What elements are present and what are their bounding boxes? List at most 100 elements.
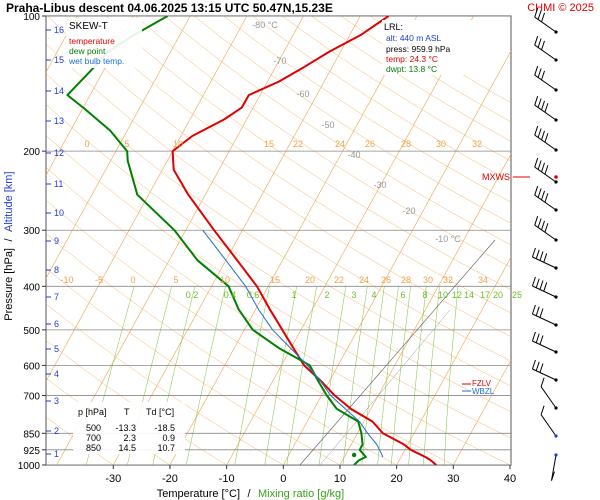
wind-barb-feather	[537, 68, 542, 78]
adiabat-label-upper: 10	[173, 139, 183, 149]
dry-adiabat-line	[46, 103, 511, 413]
dry-adiabat-line	[164, 16, 511, 246]
wind-barb-feather	[540, 377, 545, 387]
altitude-tick-label: 16	[54, 25, 64, 35]
wind-barb-feather	[534, 185, 539, 196]
wind-barb-feather	[537, 188, 542, 198]
wind-barb-feather	[534, 7, 539, 18]
table-row-1-t: -13.3	[115, 423, 136, 433]
wind-barb	[550, 453, 558, 481]
wind-barb-feather	[534, 157, 539, 168]
wind-barb-staff	[532, 256, 557, 269]
wind-barb-feather	[540, 405, 545, 415]
mixing-ratio-label: 10	[438, 290, 448, 300]
series-line-dew-point	[66, 16, 367, 465]
wind-barb-dot	[554, 323, 558, 327]
mixing-ratio-label: 12	[452, 290, 462, 300]
overlay-layer: 1002003004005006007008509251000123456789…	[18, 12, 522, 485]
mixing-ratio-line	[342, 286, 368, 465]
wind-barb-dot	[554, 208, 558, 212]
wind-barb-staff	[534, 224, 557, 241]
altitude-tick-label: 13	[54, 116, 64, 126]
wind-barb-feather	[541, 190, 545, 201]
adiabat-label-upper: 5	[124, 139, 129, 149]
dewpoint-surface-dot	[351, 452, 357, 458]
wind-barb	[534, 185, 558, 212]
wind-barb-feather	[544, 165, 549, 175]
wind-barb-dot	[554, 148, 558, 152]
pressure-tick-label: 300	[23, 226, 40, 237]
y-axis-title-group: Pressure [hPa] / Altitude [km]	[3, 171, 15, 320]
wind-barb	[534, 125, 558, 152]
wind-barb	[534, 95, 558, 122]
adiabat-label-lower: 10	[220, 275, 230, 285]
wind-barb-feather	[539, 335, 544, 345]
altitude-tick-label: 6	[54, 319, 59, 329]
table-header-t: T	[124, 407, 130, 417]
dry-adiabat-line	[106, 16, 511, 291]
adiabat-label-lower: 32	[443, 275, 453, 285]
adiabat-label-lower: 26	[381, 275, 391, 285]
wind-barb	[531, 331, 558, 354]
mixing-ratio-label: 0.6	[247, 290, 260, 300]
lrl-altitude: alt: 440 m ASL	[386, 33, 442, 43]
mixing-ratio-line	[443, 286, 459, 465]
wind-barb-feather	[544, 193, 549, 203]
mixing-ratio-line	[423, 286, 440, 465]
adiabat-label-lower: 28	[401, 275, 411, 285]
altitude-tick-label: 10	[54, 208, 64, 218]
dry-adiabat-line	[46, 73, 511, 387]
adiabat-label-upper: 32	[472, 139, 482, 149]
dry-adiabat-line	[194, 16, 511, 224]
altitude-tick-label: 14	[54, 86, 64, 96]
mixing-ratio-line	[264, 286, 297, 465]
pressure-tick-label: 400	[23, 282, 40, 293]
isotherm-label: -50	[321, 120, 334, 130]
adiabat-label-lower: 34	[478, 275, 488, 285]
wind-barb-dot	[554, 118, 558, 122]
level-table: p [hPa] T Td [°C] 500 -13.3 -18.5 700 2.…	[73, 402, 185, 454]
mixing-ratio-label: 20	[493, 290, 503, 300]
adiabat-label-lower: 15	[270, 275, 280, 285]
reference-line	[299, 239, 496, 465]
mixing-ratio-line	[286, 286, 317, 465]
isotherm-line	[396, 256, 511, 465]
mxws-dot	[554, 175, 558, 179]
x-tick-label: 30	[447, 473, 459, 485]
altitude-tick-label: 1	[54, 449, 59, 459]
wind-barb-feather	[551, 471, 555, 481]
table-header-p: p [hPa]	[78, 407, 107, 417]
wind-barb-feather	[534, 65, 539, 76]
altitude-tick-label: 3	[54, 396, 59, 406]
adiabat-label-lower: 22	[334, 275, 344, 285]
wind-barb-dot	[554, 453, 558, 457]
pressure-tick-label: 500	[23, 326, 40, 337]
wind-barb	[534, 215, 558, 242]
series-line-wet-bulb-temp	[202, 229, 384, 458]
adiabat-label-lower: 30	[423, 275, 433, 285]
adiabat-label-lower: 20	[305, 275, 315, 285]
chart-title: Praha-Libus descent 04.06.2025 13:15 UTC…	[6, 1, 333, 15]
table-row-3-td: 10.7	[157, 443, 175, 453]
wind-barb-feather	[537, 128, 542, 138]
wind-barb	[531, 247, 558, 270]
x-tick-label: 20	[391, 473, 403, 485]
altitude-tick-label: 11	[54, 179, 63, 189]
wind-barb-feather	[543, 253, 548, 263]
isotherm-line	[46, 16, 191, 279]
mixing-ratio-label: 1	[291, 290, 296, 300]
mixing-ratio-label: 3	[351, 290, 356, 300]
x-axis-title: Temperature [°C]	[157, 488, 240, 500]
y-axis-altitude-title: Altitude [km]	[3, 171, 15, 232]
pressure-tick-label: 100	[23, 12, 40, 23]
wind-barb-dot	[554, 378, 558, 382]
mxws-label: MXWS	[482, 172, 510, 182]
altitude-tick-label: 4	[54, 369, 59, 379]
altitude-tick-label: 2	[54, 426, 59, 436]
wind-barb-feather	[531, 247, 536, 258]
wind-barb-feather	[534, 125, 539, 136]
isotherm-label: -60	[296, 89, 309, 99]
wind-barb	[531, 304, 558, 327]
wind-barb-feather	[534, 35, 539, 46]
adiabat-label-upper: 24	[335, 139, 345, 149]
